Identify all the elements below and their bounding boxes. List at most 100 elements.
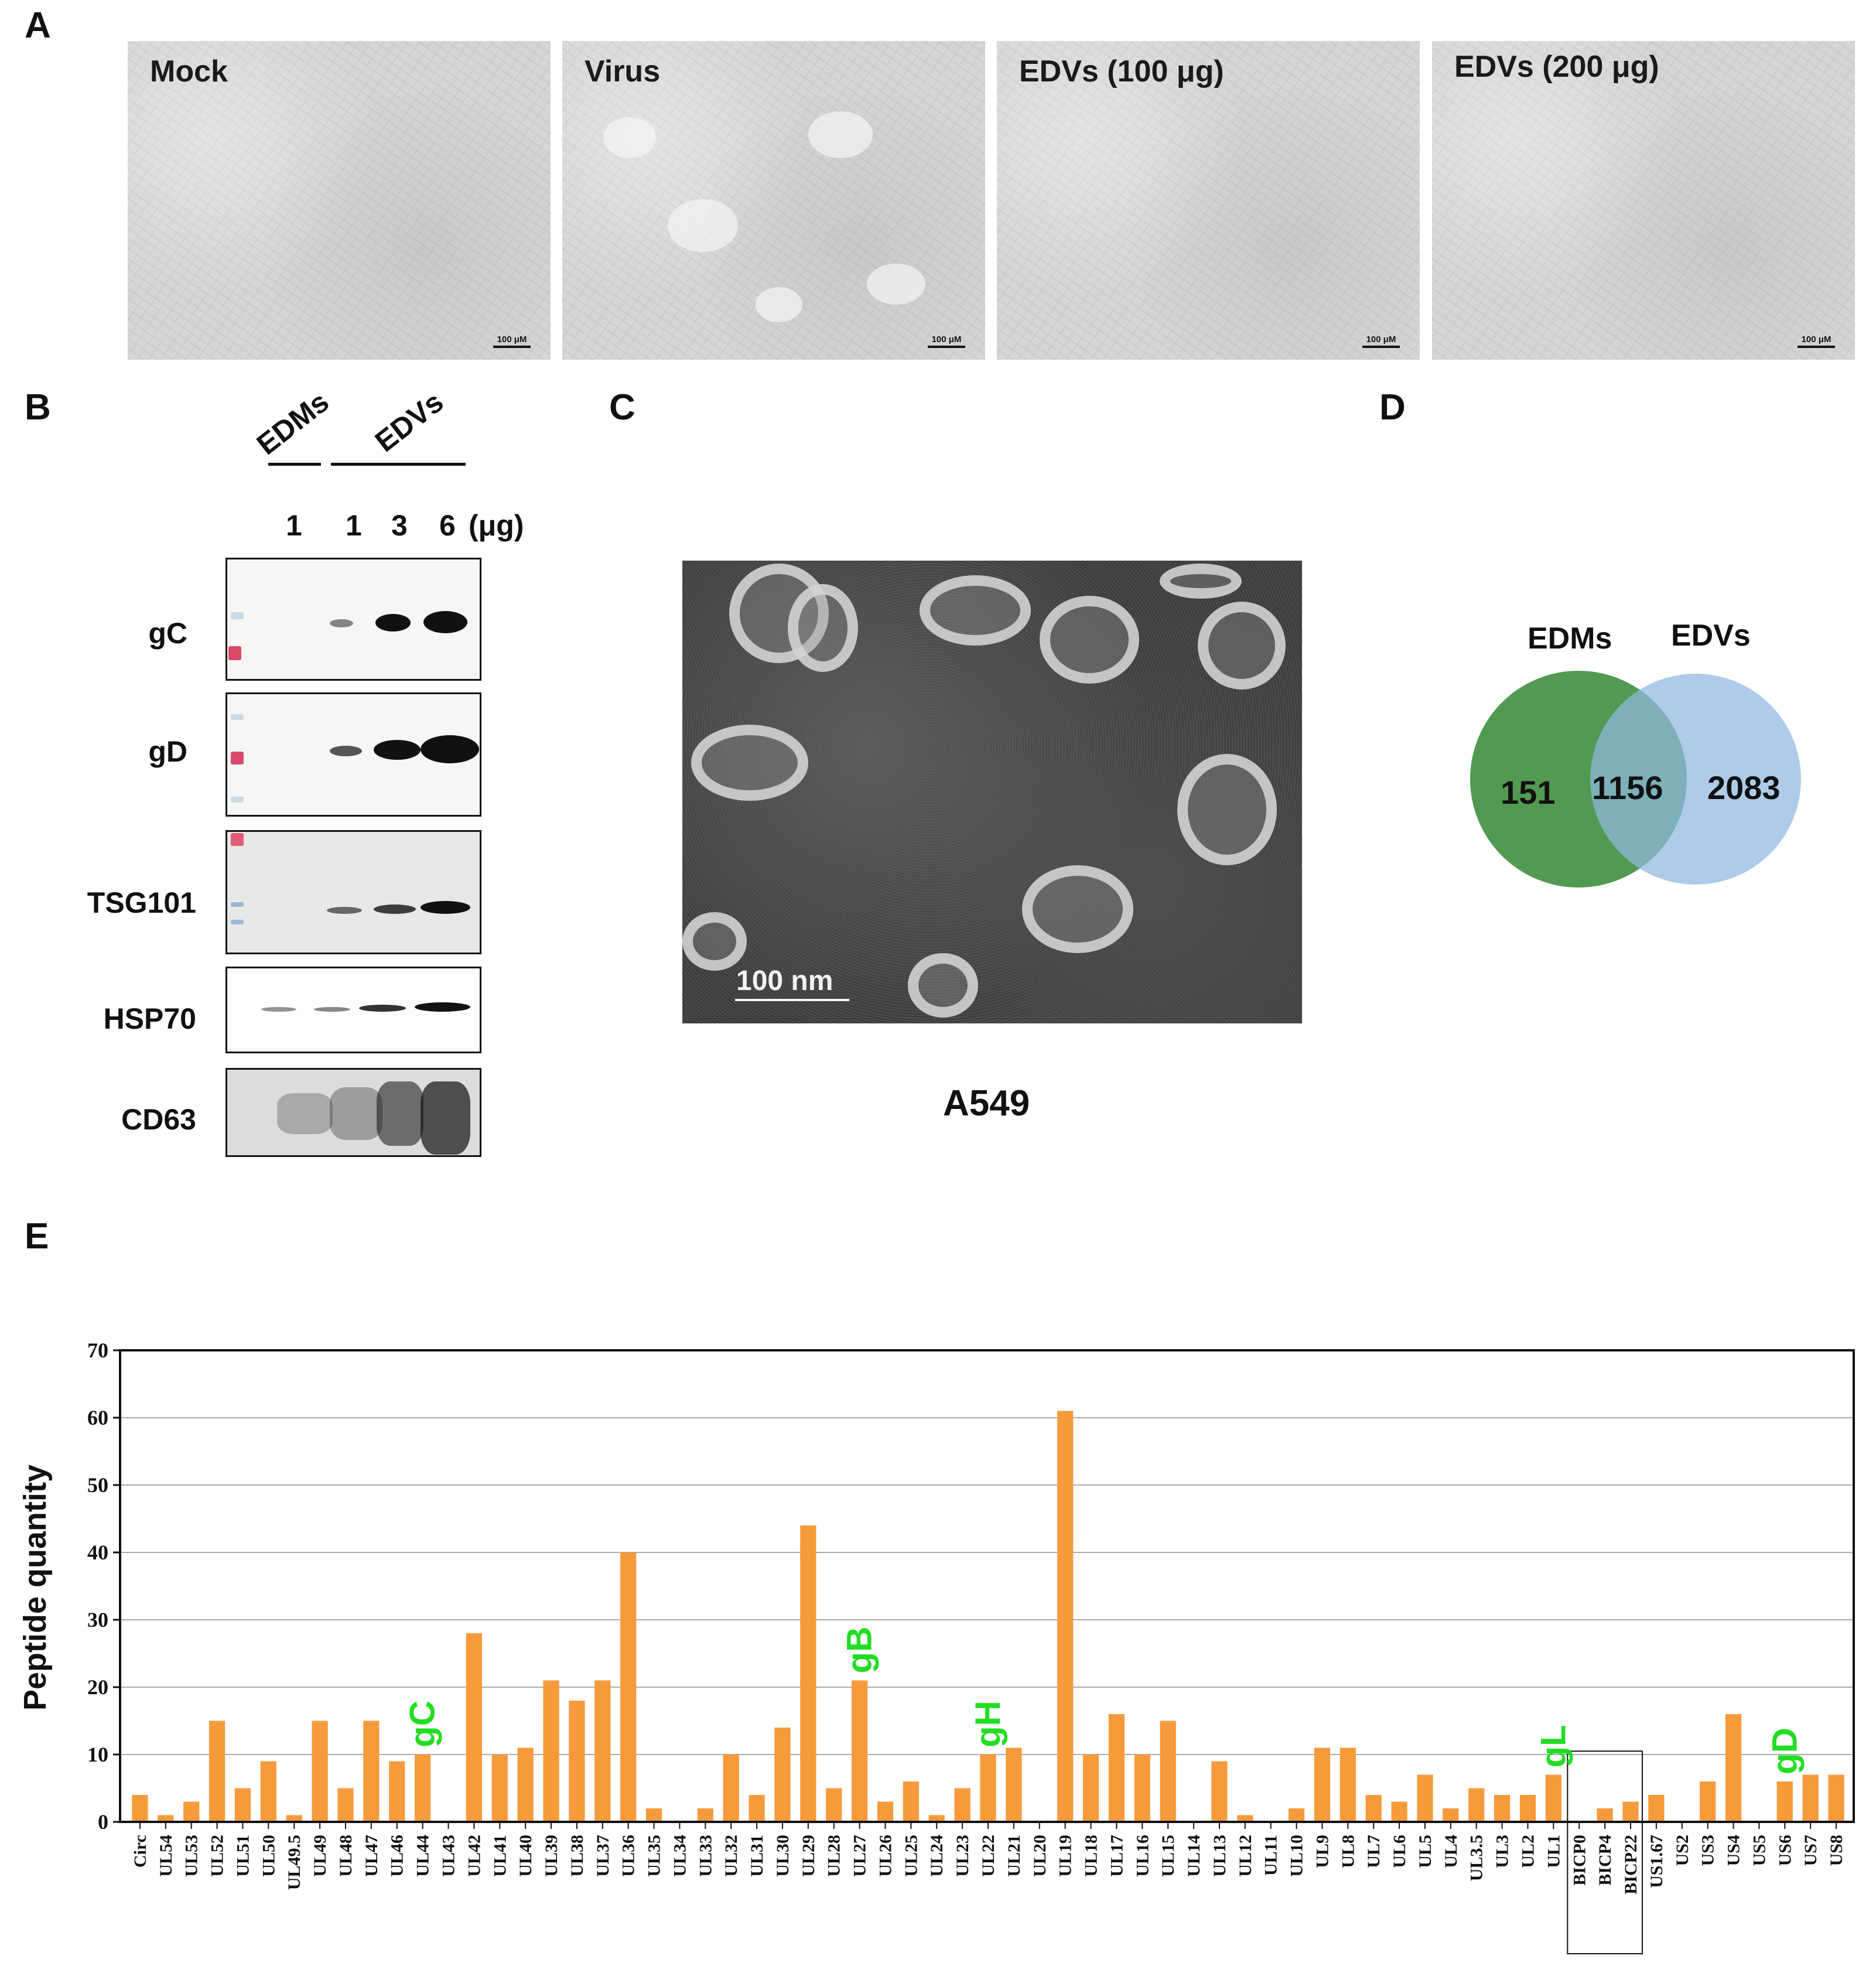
group-label-edvs: EDVs [368,385,450,459]
x-tick-label: UL43 [439,1835,459,1877]
x-tick-label: UL37 [593,1835,613,1877]
x-tick-label: UL24 [927,1835,946,1877]
venn-label-edvs: EDVs [1671,619,1751,653]
y-tick-label: 10 [87,1743,108,1766]
x-tick-label: UL54 [156,1835,176,1877]
bar-ul8 [1339,1747,1356,1822]
bar-ul24 [928,1815,945,1822]
bar-ul15 [1160,1721,1176,1822]
x-tick-label: UL9 [1313,1835,1332,1868]
x-tick-label: UL32 [722,1835,741,1877]
bar-ul10 [1288,1808,1305,1822]
bar-ul44 [415,1755,431,1822]
x-tick-label: UL53 [182,1835,201,1877]
lane-label: 6 [439,509,456,542]
x-tick-label: UL11 [1262,1835,1281,1876]
x-tick-label: UL46 [388,1835,407,1877]
bar-ul49-5 [286,1815,302,1822]
x-tick-label: UL22 [979,1835,998,1877]
x-tick-label: UL39 [542,1835,561,1877]
annotation-gd: gD [1765,1728,1804,1774]
x-tick-label: UL13 [1210,1835,1229,1877]
bar-ul54 [158,1815,174,1822]
bar-ul28 [826,1788,842,1822]
x-tick-label: UL5 [1416,1835,1435,1868]
x-tick-label: UL34 [670,1835,689,1877]
x-tick-label: UL17 [1107,1835,1126,1877]
blot-label-tsg101: TSG101 [87,886,196,919]
tem-image: 100 nm [682,561,1302,1023]
bar-ul21 [1006,1747,1022,1822]
venn-count-edvs-only: 2083 [1707,769,1781,806]
annotation-gc: gC [403,1701,442,1747]
x-tick-label: US5 [1749,1835,1769,1866]
y-tick-label: 0 [98,1810,108,1834]
x-tick-label: UL2 [1518,1835,1537,1868]
x-tick-label: UL42 [464,1835,484,1877]
x-tick-label: US2 [1673,1835,1692,1866]
bar-ul35 [645,1808,662,1822]
bar-ul38 [569,1701,585,1822]
x-tick-label: UL36 [619,1835,638,1877]
bar-ul17 [1108,1714,1125,1822]
bar-ul30 [774,1728,791,1822]
x-tick-label: US8 [1827,1835,1846,1866]
bar-us3 [1700,1781,1716,1822]
micrograph-label: Virus [585,54,661,88]
scale-bar: 100 μM [1798,335,1835,348]
lane-label: 3 [391,509,408,542]
bar-ul31 [749,1795,765,1822]
bar-ul22 [980,1755,996,1822]
bar-us4 [1725,1714,1742,1822]
bar-ul41 [491,1755,508,1822]
x-tick-label: UL7 [1364,1835,1383,1868]
micrograph-virus: Virus 100 μM [562,41,985,360]
blot-label-cd63: CD63 [121,1103,196,1136]
lane-label: 1 [346,509,362,542]
x-tick-label: US6 [1775,1835,1795,1866]
panel-letter-b: B [25,387,51,428]
venn-label-edms: EDMs [1528,622,1612,656]
x-tick-label: US3 [1699,1835,1718,1866]
micrograph-label: EDVs (200 μg) [1454,50,1659,84]
tem-scale-bar [735,999,849,1001]
x-tick-label: UL26 [876,1835,895,1877]
x-tick-label: UL3.5 [1467,1835,1487,1881]
x-tick-label: UL50 [259,1835,278,1877]
plot-frame [119,1349,1855,1823]
blot-tsg101 [225,830,481,954]
x-tick-label: UL29 [799,1835,818,1877]
x-tick-label: UL35 [645,1835,664,1877]
tem-caption: A549 [943,1083,1030,1124]
x-tick-label: UL49 [310,1835,330,1877]
x-tick-label: UL14 [1184,1835,1204,1877]
blot-label-gc: gC [148,617,187,650]
x-tick-label: BICP0 [1570,1835,1589,1886]
bar-ul3 [1494,1795,1511,1822]
y-tick-label: 60 [87,1406,108,1429]
scale-bar: 100 μM [1362,335,1400,348]
scale-bar: 100 μM [928,335,965,348]
micrograph-edvs-200: EDVs (200 μg) 100 μM [1432,41,1855,360]
bar-ul12 [1237,1815,1253,1822]
blot-gd [225,692,481,817]
bar-ul42 [466,1633,482,1822]
bar-ul16 [1134,1755,1150,1822]
x-tick-label: UL49.5 [285,1835,304,1890]
edvs-group-line [331,463,466,466]
x-tick-label: UL28 [825,1835,844,1877]
x-tick-label: UL31 [747,1835,767,1877]
x-tick-label: UL47 [362,1835,381,1877]
bar-ul32 [723,1755,739,1822]
x-tick-label: UL18 [1082,1835,1101,1877]
x-tick-label: UL1 [1544,1835,1563,1868]
lane-label: 1 [286,509,302,542]
x-tick-label: UL27 [850,1835,870,1877]
bar-ul49 [312,1721,328,1822]
annotation-gh: gH [968,1701,1007,1747]
bar-ul6 [1391,1801,1407,1822]
x-tick-label: US7 [1801,1835,1820,1866]
y-tick-label: 30 [87,1608,108,1631]
blot-label-gd: gD [148,735,187,768]
blot-gc [225,558,481,681]
